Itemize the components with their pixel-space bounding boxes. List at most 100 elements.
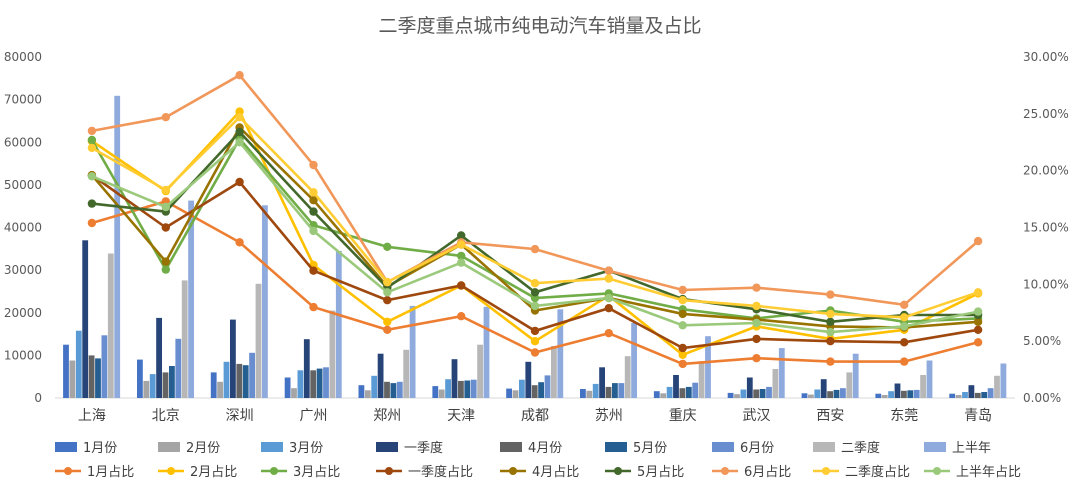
left-tick-label: 70000 (4, 93, 42, 107)
bar (364, 390, 371, 398)
bar (137, 359, 143, 398)
line-point (752, 354, 761, 363)
line-point (900, 300, 909, 309)
bar (994, 375, 1000, 398)
line-point (235, 71, 244, 80)
line-point (235, 177, 244, 187)
bar (210, 372, 217, 398)
bar (955, 395, 962, 398)
bar (544, 375, 551, 398)
line-point (604, 329, 613, 338)
bar (519, 379, 525, 398)
category-label: 深圳 (226, 408, 254, 424)
line-point (457, 312, 466, 321)
bar (746, 377, 753, 398)
legend-swatch (813, 442, 835, 452)
line-point (678, 350, 687, 359)
line-point (87, 126, 97, 136)
legend-marker (933, 467, 941, 475)
right-axis: 0.00% 5.00% 10.00% 15.00% 20.00% 25.00% 30.00% (1023, 50, 1069, 405)
left-tick-label: 60000 (4, 135, 42, 149)
legend-label: 二季度 (841, 440, 880, 456)
bar (580, 389, 586, 398)
bar (249, 352, 255, 398)
legend-marker (385, 467, 393, 475)
line-point (235, 113, 244, 122)
legend-label: 二季度占比 (845, 464, 910, 480)
line-point (826, 357, 835, 366)
bar (968, 385, 975, 398)
bar (753, 389, 760, 398)
right-tick-label: 30.00% (1023, 50, 1069, 64)
line-point (87, 218, 97, 228)
line-point (530, 348, 540, 357)
bar (852, 353, 859, 398)
left-tick-label: 10000 (4, 348, 42, 362)
line-point (678, 309, 687, 319)
line-point (752, 283, 761, 292)
line-point (678, 343, 687, 353)
bar (987, 388, 994, 398)
bar (316, 368, 323, 398)
line-point (457, 258, 466, 267)
category-label: 北京 (152, 408, 180, 424)
left-tick-label: 50000 (4, 178, 42, 192)
legend-label: 6月占比 (744, 465, 791, 480)
legend-marker (721, 467, 729, 475)
bar (297, 370, 304, 398)
bar (772, 369, 779, 398)
legend-swatch (261, 442, 283, 452)
legend-label: 一季度占比 (408, 464, 473, 480)
legend: 1月份 2月份 3月份 一季度 4月份 5月份 6月份 二季度 上半年 1月占比 2月占比 3月占比 一… (55, 440, 1021, 480)
bar (888, 391, 894, 398)
bar (396, 381, 403, 398)
bar (390, 383, 397, 398)
bar (605, 386, 612, 398)
legend-label: 5月份 (633, 441, 667, 456)
bar (740, 389, 747, 398)
bar (962, 392, 968, 398)
bar-series-group (63, 95, 1007, 399)
line-point (383, 325, 392, 334)
legend-label: 4月份 (528, 441, 562, 456)
left-tick-label: 30000 (4, 263, 42, 277)
bar (557, 309, 564, 398)
bar (156, 317, 162, 398)
bar (451, 359, 458, 398)
bar (230, 319, 236, 398)
bar (666, 386, 673, 398)
bar (920, 375, 926, 398)
legend-swatch (500, 442, 522, 452)
bar (101, 335, 108, 398)
bar (512, 390, 519, 398)
bar (907, 390, 914, 398)
line-point (87, 135, 97, 145)
line-point (309, 302, 318, 312)
line-point (900, 313, 909, 322)
bar (525, 361, 532, 398)
line-point (383, 242, 392, 251)
bar (438, 389, 445, 398)
bar (329, 310, 336, 398)
line-point (235, 238, 244, 247)
line-point (752, 301, 761, 311)
bar (679, 388, 686, 398)
bar (262, 205, 268, 398)
line-point (973, 307, 983, 316)
bar (181, 280, 188, 398)
legend-swatch (712, 442, 734, 452)
line-point (604, 266, 613, 275)
legend-label: 1月占比 (87, 465, 134, 480)
bar (335, 250, 342, 398)
bar (846, 372, 853, 398)
legend-label: 4月占比 (532, 465, 579, 480)
right-tick-label: 5.00% (1023, 334, 1061, 348)
category-label: 西安 (816, 408, 844, 424)
line-point (678, 285, 687, 295)
bar (483, 306, 490, 398)
bar (162, 372, 169, 398)
bar (727, 392, 734, 398)
category-label: 广州 (299, 408, 327, 424)
bar (538, 382, 544, 398)
chart-title: 二季度重点城市纯电动汽车销量及占比 (378, 15, 701, 37)
